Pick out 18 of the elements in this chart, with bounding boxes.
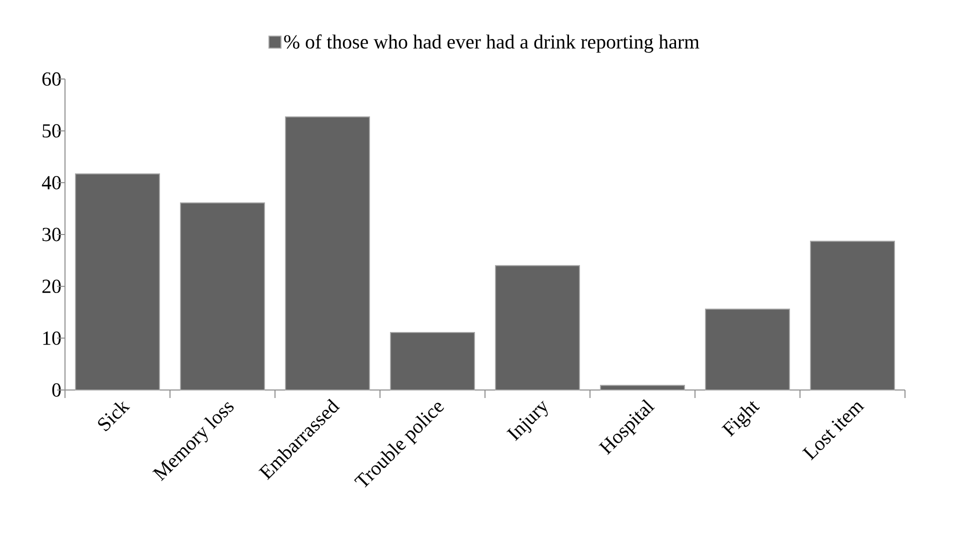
y-tick-label: 30 (42, 228, 61, 242)
x-tick-label: Sick (98, 402, 130, 432)
bar (75, 173, 160, 390)
y-tick-label: 0 (52, 383, 61, 397)
bar (180, 202, 265, 390)
bar (390, 332, 475, 390)
legend-label: % of those who had ever had a drink reporting harm (284, 34, 700, 53)
bar (285, 116, 370, 390)
bar (705, 308, 790, 390)
y-tick-label: 40 (42, 176, 61, 190)
y-tick-label: 60 (42, 72, 61, 86)
y-tick-label: 20 (42, 280, 61, 294)
bar (495, 265, 580, 390)
bar (600, 384, 685, 390)
bar (810, 240, 895, 390)
y-tick-label: 10 (43, 331, 61, 345)
y-tick-label: 50 (42, 124, 61, 138)
x-tick-label: Lost item (802, 402, 864, 460)
